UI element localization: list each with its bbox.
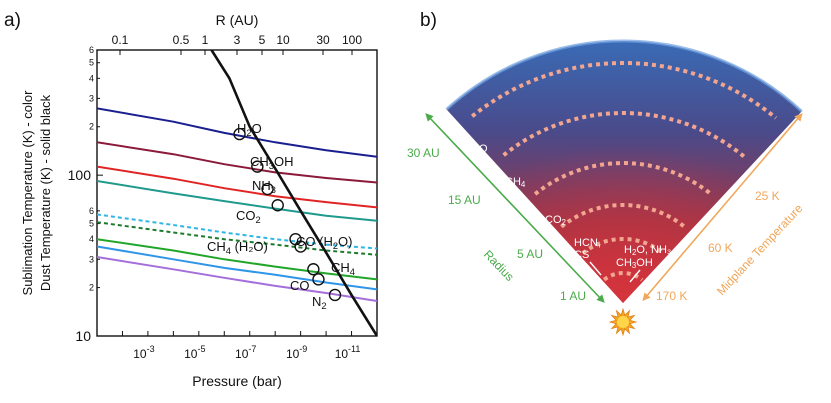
- temperature-arrow: [642, 112, 803, 302]
- intersection-marker: [261, 182, 274, 196]
- intersection-marker: [328, 288, 342, 302]
- series-line-ch3oh: [97, 141, 377, 184]
- species-label: H2O: [237, 121, 262, 138]
- snowline-species-label: CS: [574, 249, 589, 261]
- y-minor-tick-label: 2: [89, 122, 94, 132]
- y-minor-tick-label: 3: [89, 254, 94, 264]
- top-tick-label: 5: [259, 33, 266, 47]
- species-label: CH4: [331, 260, 355, 277]
- top-tick-label: 0.1: [112, 33, 129, 47]
- species-label: CO: [290, 278, 310, 293]
- y-axis-label-line2: Dust Temperature (K) - solid black: [38, 94, 53, 291]
- top-tick-label: 0.5: [173, 33, 190, 47]
- x-tick-label: 10-3: [133, 344, 154, 361]
- y-tick-label: 100: [68, 167, 92, 183]
- top-tick-label: 3: [234, 33, 241, 47]
- x-tick-label: 10-5: [184, 344, 205, 361]
- panel-a-label: a): [4, 10, 21, 31]
- snowline-arc: [470, 61, 778, 120]
- top-tick-label: 100: [342, 33, 362, 47]
- radius-axis-label: Radius: [481, 247, 517, 284]
- pointer-line: [629, 269, 641, 283]
- series-line-co-h2o-: [97, 213, 377, 250]
- top-tick-label: 30: [316, 33, 330, 47]
- disk-rim-highlight: [445, 39, 803, 113]
- x-axis-label: Pressure (bar): [192, 373, 281, 389]
- x-tick-label: 10-9: [286, 344, 307, 361]
- disk-inner-glow: [446, 41, 802, 304]
- top-axis-label: R (AU): [216, 12, 259, 28]
- y-minor-tick-label: 5: [89, 219, 94, 229]
- radius-arrow: [425, 113, 605, 303]
- series-line-co: [97, 245, 377, 291]
- species-label: NH3: [252, 178, 276, 195]
- species-label: CO2: [236, 208, 261, 225]
- snowline-species-label: H2O, NH₃,: [624, 244, 674, 257]
- temperature-mark-60k: 60 K: [708, 241, 733, 255]
- panel-a-chart: R (AU) Pressure (bar) Sublimation Temper…: [20, 12, 378, 389]
- star-icon: [608, 307, 638, 337]
- intersection-marker: [307, 263, 320, 276]
- y-axis-label-line1: Sublimation Temperature (K) - color: [20, 90, 35, 296]
- species-label: CO (H2O): [296, 234, 353, 251]
- intersection-marker: [233, 127, 246, 141]
- intersection-marker: [312, 273, 325, 286]
- series-line-co2: [97, 180, 377, 222]
- y-minor-tick-label: 4: [89, 234, 94, 244]
- y-minor-tick-label: 5: [89, 58, 94, 68]
- temperature-mark-25k: 25 K: [755, 189, 780, 203]
- radius-mark-30au: 30 AU: [407, 146, 440, 160]
- y-minor-tick-label: 2: [89, 283, 94, 293]
- species-label: CH4 (H₂O): [207, 239, 268, 256]
- snowline-arc: [602, 271, 644, 282]
- snowline-species-label: HCN,: [574, 237, 601, 249]
- series-line-dust: [210, 50, 377, 336]
- intersection-marker: [271, 199, 284, 212]
- species-label: N2: [312, 294, 327, 311]
- series-line-ch4-h2o-: [97, 221, 377, 256]
- radius-mark-15au: 15 AU: [448, 193, 481, 207]
- top-tick-label: 1: [202, 33, 209, 47]
- radius-mark-5au: 5 AU: [517, 247, 543, 261]
- top-tick-label: 10: [276, 33, 290, 47]
- series-line-h2o: [97, 107, 377, 158]
- plot-frame: [96, 49, 378, 337]
- y-tick-label: 10: [75, 328, 91, 344]
- temperature-mark-170k: 170 K: [656, 289, 687, 303]
- panel-b-label: b): [420, 10, 437, 31]
- series-line-ch4: [97, 238, 377, 281]
- series-line-n2: [97, 256, 377, 302]
- y-minor-tick-label: 6: [89, 45, 94, 55]
- intersection-marker: [251, 160, 264, 173]
- y-minor-tick-label: 6: [89, 206, 94, 216]
- species-label: CH3OH: [250, 154, 293, 171]
- y-minor-tick-label: 3: [89, 93, 94, 103]
- radius-mark-1au: 1 AU: [560, 289, 586, 303]
- snowline-species-label: CO: [471, 143, 488, 155]
- x-tick-label: 10-7: [235, 344, 256, 361]
- y-minor-tick-label: 4: [89, 73, 94, 83]
- intersection-marker: [294, 240, 307, 253]
- series-line-nh3: [97, 165, 377, 209]
- x-tick-label: 10-11: [335, 344, 361, 361]
